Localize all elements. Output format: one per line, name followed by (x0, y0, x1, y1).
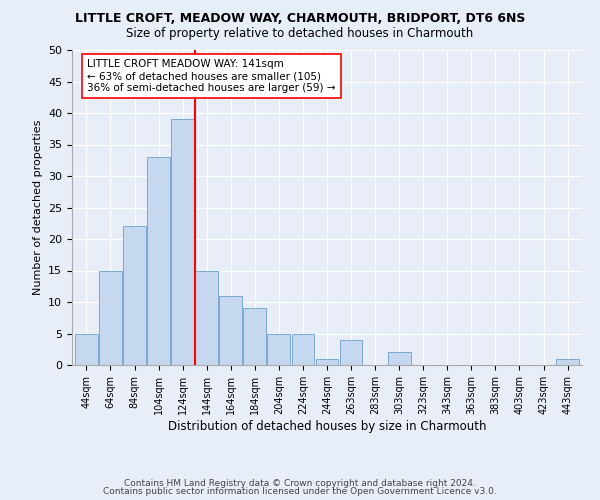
Bar (99, 270, 122, 365)
Text: Contains public sector information licensed under the Open Government Licence v3: Contains public sector information licen… (103, 487, 497, 496)
Text: LITTLE CROFT, MEADOW WAY, CHARMOUTH, BRIDPORT, DT6 6NS: LITTLE CROFT, MEADOW WAY, CHARMOUTH, BRI… (75, 12, 525, 26)
Bar (171, 120, 194, 365)
Bar (123, 226, 146, 365)
Bar (316, 358, 338, 365)
Bar (556, 358, 579, 365)
Bar (220, 296, 242, 365)
Bar (244, 308, 266, 365)
Bar (340, 340, 362, 365)
Bar (75, 334, 98, 365)
Text: LITTLE CROFT MEADOW WAY: 141sqm
← 63% of detached houses are smaller (105)
36% o: LITTLE CROFT MEADOW WAY: 141sqm ← 63% of… (88, 60, 336, 92)
Bar (147, 157, 170, 365)
Bar (195, 270, 218, 365)
Y-axis label: Number of detached properties: Number of detached properties (32, 120, 43, 295)
Bar (388, 352, 410, 365)
Bar (268, 334, 290, 365)
X-axis label: Distribution of detached houses by size in Charmouth: Distribution of detached houses by size … (168, 420, 486, 432)
Text: Size of property relative to detached houses in Charmouth: Size of property relative to detached ho… (127, 28, 473, 40)
Bar (292, 334, 314, 365)
Text: Contains HM Land Registry data © Crown copyright and database right 2024.: Contains HM Land Registry data © Crown c… (124, 478, 476, 488)
